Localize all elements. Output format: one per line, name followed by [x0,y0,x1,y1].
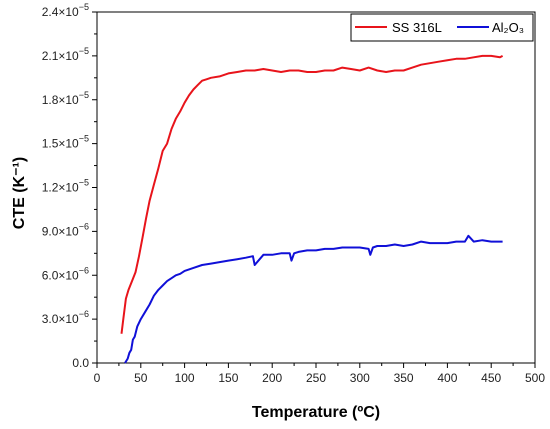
y-tick-exponent: −5 [79,46,89,56]
y-tick-exponent: −6 [79,309,89,319]
y-axis-ticks: 0.03.0×10−66.0×10−69.0×10−61.2×10−51.5×1… [42,2,97,370]
y-tick-label: 9.0×10−6 [42,221,89,238]
y-tick-exponent: −5 [79,134,89,144]
x-tick-label: 300 [350,371,370,385]
y-tick-label: 3.0×10−6 [42,309,89,326]
x-axis-ticks: 0 50 100 150 200 250 300 350 400 450 500 [94,363,545,385]
x-tick-label: 450 [481,371,501,385]
y-tick-mantissa: 2.4×10 [42,5,79,19]
legend-label: Al₂O₃ [492,20,524,35]
x-tick-label: 250 [306,371,326,385]
series-line-ss316l [120,54,504,334]
y-tick-exponent: −6 [79,265,89,275]
legend: SS 316L Al₂O₃ [350,13,534,42]
y-tick-exponent: −5 [79,90,89,100]
plot-area [96,11,536,364]
x-tick-label: 0 [94,371,101,385]
y-tick-label: 1.5×10−5 [42,134,89,151]
series-line-al2o3 [124,234,503,364]
x-tick-label: 400 [437,371,457,385]
legend-label: SS 316L [392,20,442,35]
y-axis-title: CTE (K⁻¹) [11,157,28,229]
y-tick-label: 2.1×10−5 [42,46,89,63]
y-tick-label: 1.8×10−5 [42,90,89,107]
x-tick-label: 150 [218,371,238,385]
x-tick-label: 350 [394,371,414,385]
x-tick-label: 50 [134,371,148,385]
y-tick-mantissa: 2.1×10 [42,49,79,63]
y-tick-exponent: −5 [79,2,89,12]
y-tick-mantissa: 1.5×10 [42,137,79,151]
y-tick-mantissa: 6.0×10 [42,268,79,282]
y-tick-mantissa: 1.8×10 [42,93,79,107]
y-tick-exponent: −6 [79,221,89,231]
y-tick-mantissa: 1.2×10 [42,181,79,195]
y-tick-label: 6.0×10−6 [42,265,89,282]
y-tick-mantissa: 3.0×10 [42,312,79,326]
series-layer [120,54,504,364]
x-tick-label: 100 [175,371,195,385]
x-axis-title: Temperature (ºC) [252,404,380,421]
x-tick-label: 200 [262,371,282,385]
y-tick-exponent: −5 [79,178,89,188]
y-tick-mantissa: 9.0×10 [42,224,79,238]
y-tick-label: 2.4×10−5 [42,2,89,19]
y-tick-label: 1.2×10−5 [42,178,89,195]
y-tick-mantissa: 0.0 [72,356,89,370]
x-tick-label: 500 [525,371,545,385]
y-tick-label: 0.0 [72,356,89,370]
plot-frame [96,11,536,364]
